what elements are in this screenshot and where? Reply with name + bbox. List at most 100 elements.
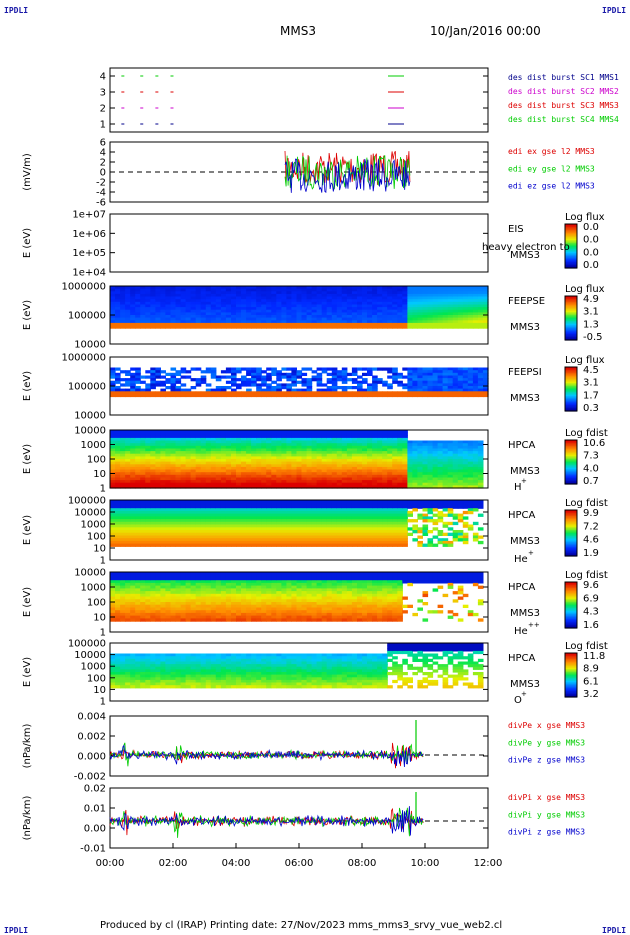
spectrogram-cell [382, 326, 388, 329]
spectrogram-cell [463, 394, 469, 397]
spectrogram-cell [478, 527, 484, 530]
spectrogram-cell [443, 394, 449, 397]
spectrogram-cell [110, 326, 116, 329]
spectrogram-cell [412, 394, 418, 397]
ytick-label: -6 [96, 198, 106, 209]
spectrogram-cell [357, 326, 363, 329]
ytick-label: 100000 [68, 496, 106, 507]
spectrogram-cell [291, 394, 297, 397]
spectrogram-cell [196, 368, 202, 371]
spectrogram-cell [130, 326, 136, 329]
colorbar-tick-label: 0.0 [583, 235, 599, 246]
spectrogram-cell [145, 544, 151, 547]
spectrogram-cell [357, 368, 363, 371]
spectrogram-cell [362, 544, 368, 547]
ytick-label: 1 [100, 484, 106, 495]
spectrogram-cell [377, 394, 383, 397]
spectrogram-cell [150, 394, 156, 397]
spectrogram-cell [448, 514, 454, 517]
spectrogram-cell [327, 326, 333, 329]
spectrogram-cell [281, 394, 287, 397]
spectrogram-cell [115, 368, 121, 371]
spectrogram-cell [261, 383, 267, 386]
spectrogram-cell [251, 326, 257, 329]
spectrogram-cell [337, 326, 343, 329]
spectrogram-cell [433, 527, 439, 530]
spectrogram-cell [352, 394, 358, 397]
ytick-label: 100 [87, 532, 106, 543]
spectrogram-cell [266, 378, 272, 381]
spectrogram-cell [120, 544, 126, 547]
spectrogram-cell [312, 370, 318, 373]
spectrogram-cell [347, 373, 353, 376]
spectrogram-cell [397, 544, 403, 547]
spectrogram-cell [458, 326, 464, 329]
spectrogram-cell [226, 370, 232, 373]
spectrogram-cell [387, 326, 393, 329]
spectrogram-cell [362, 373, 368, 376]
spectrogram-cell [246, 383, 252, 386]
colorbar-tick-label: 7.2 [583, 521, 599, 532]
spectrogram-cell [271, 394, 277, 397]
spectrogram-cell [176, 381, 182, 384]
spectrogram-cell [226, 386, 232, 389]
spectrogram-cell [110, 544, 116, 547]
spectrogram-cell [165, 326, 171, 329]
spectrogram-cell [417, 506, 423, 509]
spectrogram-cell [171, 394, 177, 397]
spectrogram-cell [382, 383, 388, 386]
spectrogram-cell [372, 394, 378, 397]
panel-note: heavy electron to [482, 242, 570, 253]
spectrogram-cell [120, 370, 126, 373]
spectrogram-cell [438, 533, 444, 536]
spectrogram-cell [171, 326, 177, 329]
legend-entry: des dist burst SC1 MMS1 [508, 73, 619, 82]
spectrogram-cell [236, 394, 242, 397]
spectrogram-cell [347, 326, 353, 329]
spectrogram-cell [352, 544, 358, 547]
spectrogram-cell [276, 378, 282, 381]
spectrogram-cell [281, 386, 287, 389]
colorbar-tick-label: 1.9 [583, 548, 599, 559]
species-label: He [514, 554, 528, 565]
spectrogram-cell [130, 368, 136, 371]
spectrogram-cell [307, 394, 313, 397]
spectrogram-cell [196, 326, 202, 329]
spectrogram-cell [463, 506, 469, 509]
spectrogram-cell [181, 376, 187, 379]
spectrogram-cell [473, 522, 479, 525]
spectrogram-cell [387, 370, 393, 373]
spectrogram-cell [266, 326, 272, 329]
spectrogram-cell [347, 386, 353, 389]
spectrogram-cell [196, 394, 202, 397]
spectrogram-cell [236, 386, 242, 389]
instrument-label: FEEPSI [508, 367, 542, 378]
spectrogram-cell [241, 368, 247, 371]
legend-entry: edi ez gse l2 MMS3 [508, 182, 595, 191]
spectrogram-cell [130, 394, 136, 397]
spectrogram-cell [407, 519, 413, 522]
colorbar-tick-label: 0.0 [583, 222, 599, 233]
spectrogram-cell [407, 514, 413, 517]
spectrogram-cell [417, 516, 423, 519]
spectrogram-cell [120, 326, 126, 329]
spectrogram-cell [392, 544, 398, 547]
spectrogram-cell [160, 370, 166, 373]
spectrogram-cell [392, 326, 398, 329]
spectrogram-cell [463, 511, 469, 514]
ytick-label: 10000 [74, 426, 106, 437]
spectrogram-cell [186, 370, 192, 373]
spectrogram-cell [402, 326, 408, 329]
spectrogram-cell [256, 544, 262, 547]
spectrogram-cell [428, 544, 434, 547]
spectrogram-cell [332, 326, 338, 329]
spectrogram-cell [377, 381, 383, 384]
spectrogram-cell [181, 383, 187, 386]
spectrogram-cell [120, 618, 126, 621]
spectrogram-cell [110, 618, 116, 621]
spectrogram-cell [372, 326, 378, 329]
spectrogram-cell [176, 394, 182, 397]
spectrogram-cell [125, 618, 131, 621]
spectrogram-cell [352, 381, 358, 384]
spectrogram-cell [286, 394, 292, 397]
